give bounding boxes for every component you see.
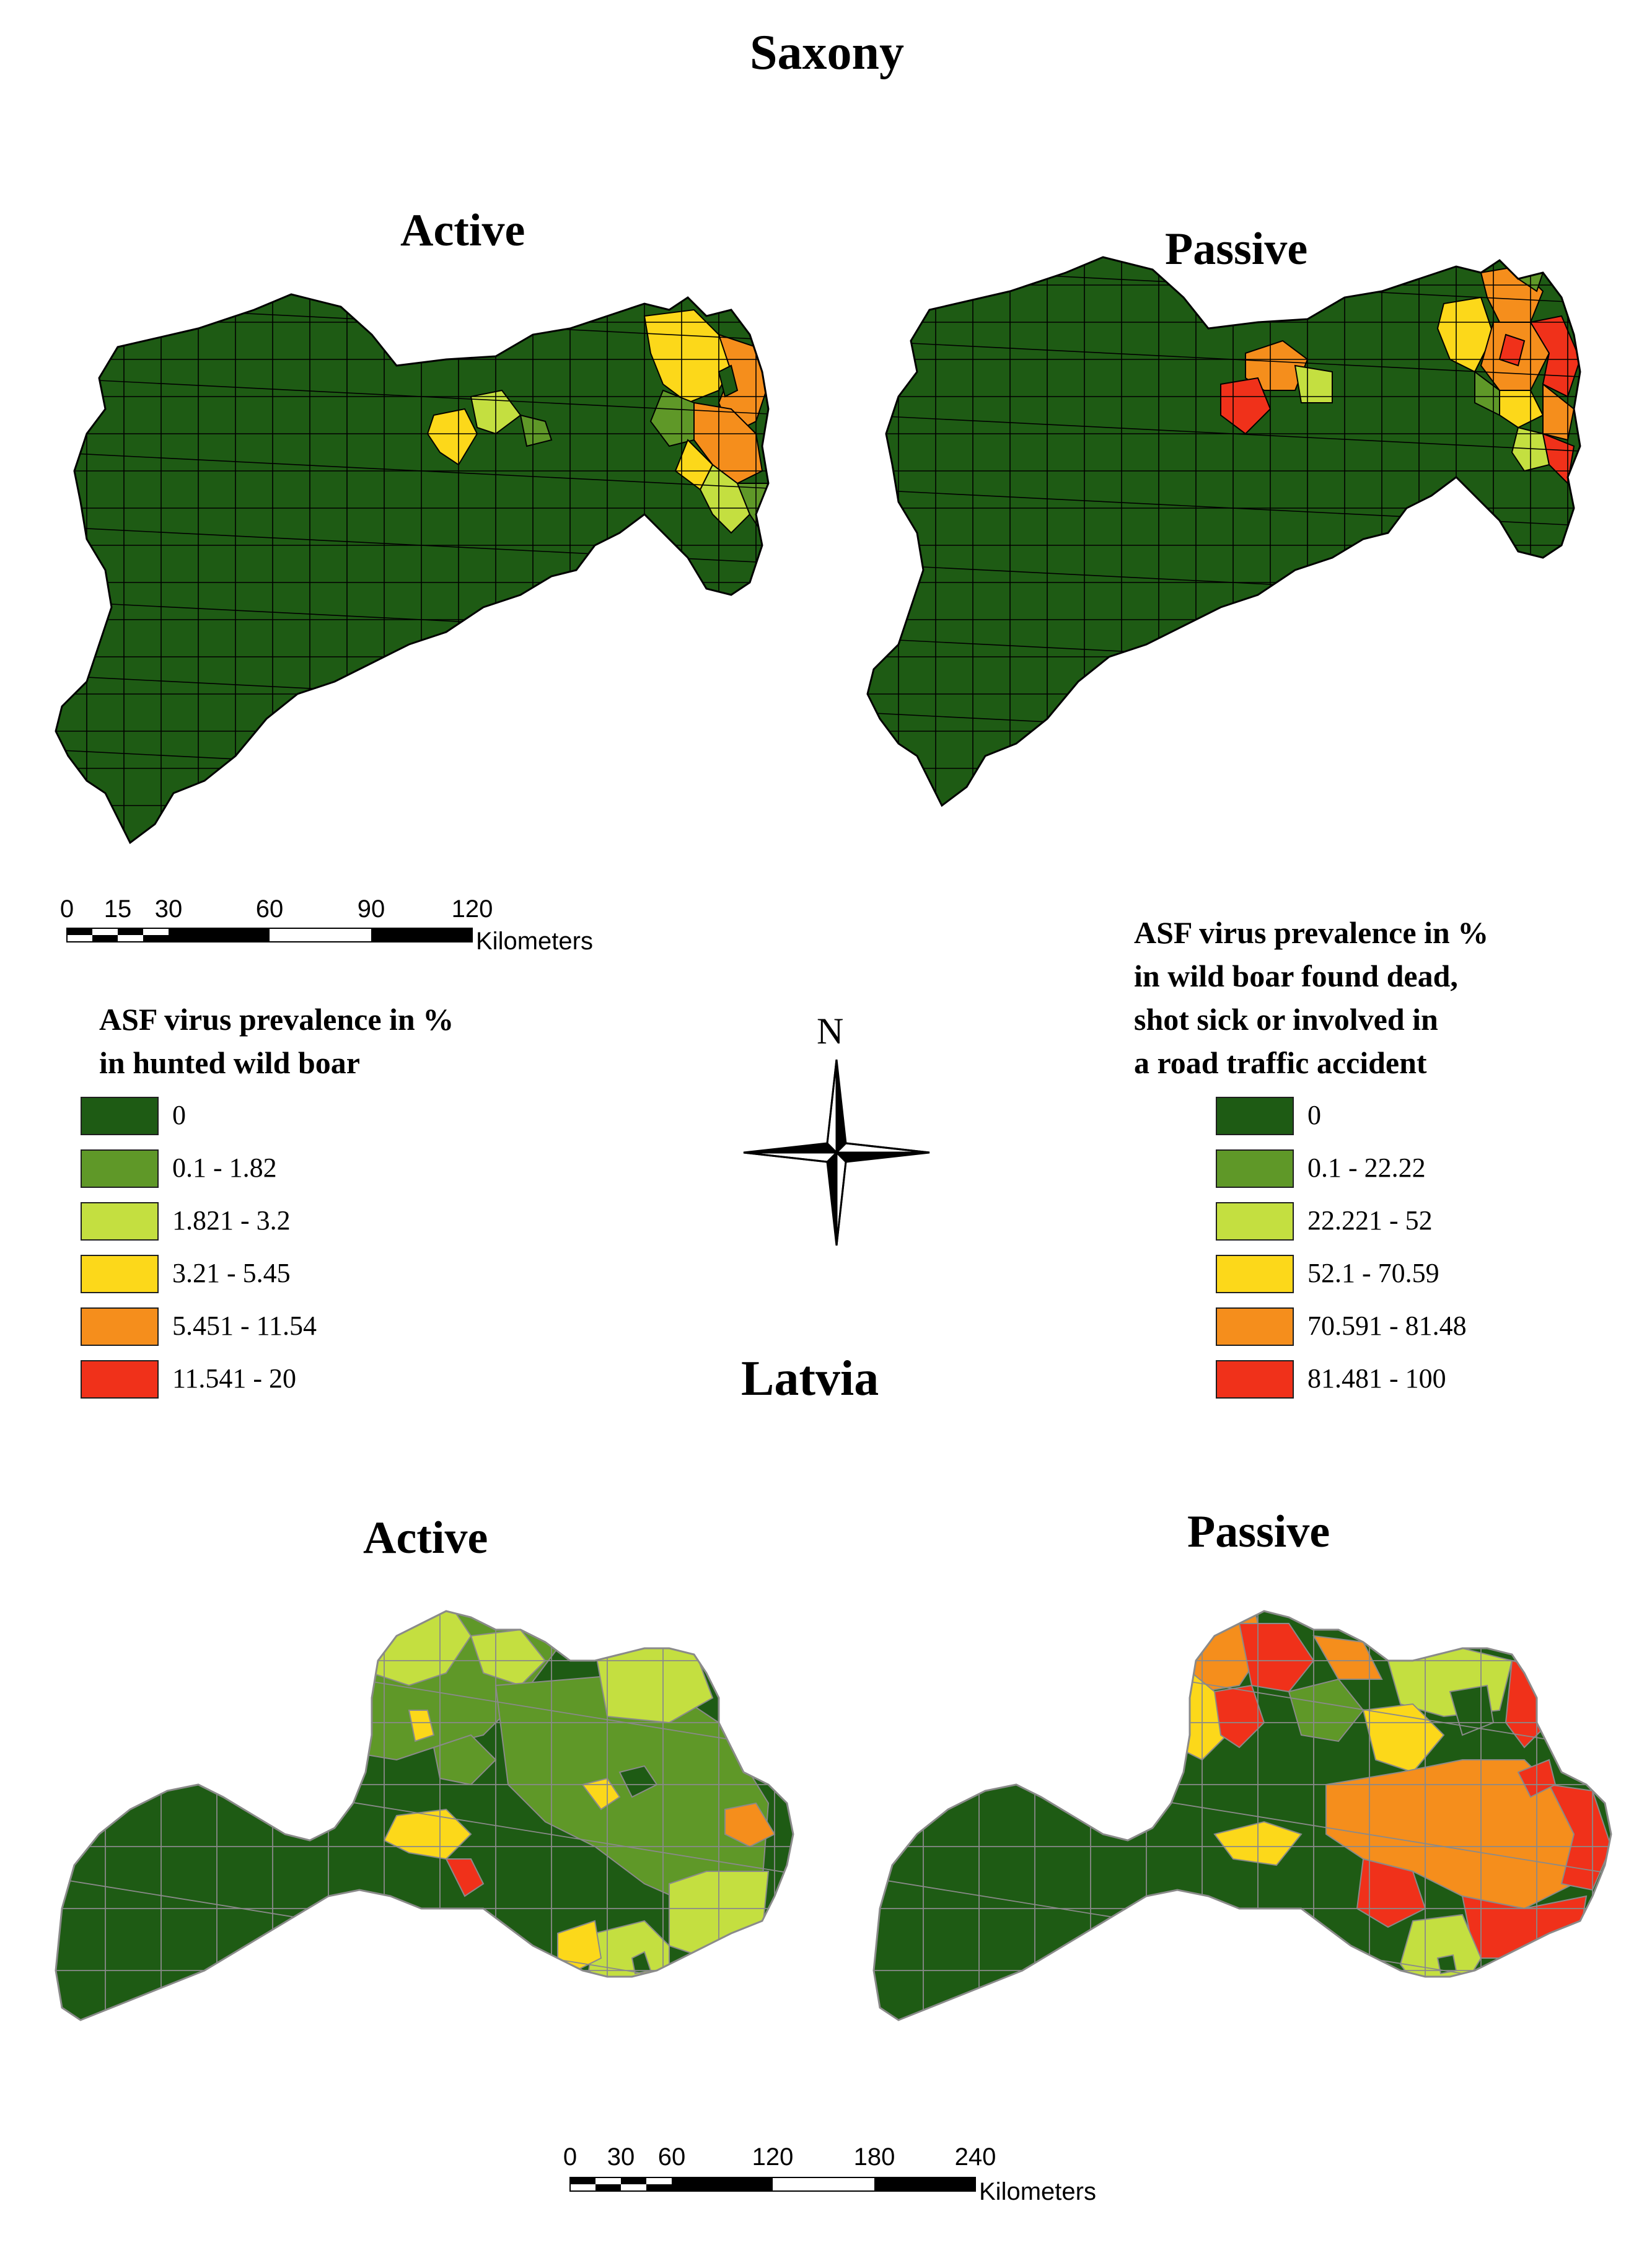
latvia-passive-region	[1356, 1858, 1426, 1928]
saxony-passive-region	[1245, 340, 1309, 391]
legend-swatch	[81, 1255, 159, 1293]
saxony-active-map	[55, 293, 770, 844]
legend-label: 11.541 - 20	[172, 1363, 297, 1394]
legend-label: 3.21 - 5.45	[172, 1258, 291, 1288]
legend-active-title-line1: ASF virus prevalence in %	[99, 1002, 454, 1037]
saxony-passive-label: Passive	[1165, 224, 1308, 275]
scale-unit-label: Kilometers	[476, 928, 593, 955]
legend-label: 1.821 - 3.2	[172, 1205, 291, 1236]
legend-label: 0.1 - 22.22	[1307, 1153, 1426, 1183]
saxony-active-region	[674, 439, 714, 491]
saxony-active-region	[519, 414, 553, 447]
latvia-active-region	[470, 1628, 547, 1687]
latvia-active-region	[433, 1734, 497, 1786]
legend-swatch	[1216, 1097, 1294, 1135]
saxony-active-label: Active	[400, 205, 525, 256]
legend-passive-title-line2: in wild boar found dead,	[1134, 959, 1458, 993]
latvia-active-map	[55, 1610, 794, 2021]
scale-tick-label: 0	[563, 2143, 577, 2171]
latvia-passive-region	[1213, 1684, 1265, 1749]
saxony-active-region	[718, 364, 739, 398]
legend-swatch	[81, 1307, 159, 1346]
legend-label: 52.1 - 70.59	[1307, 1258, 1439, 1288]
legend-swatch	[1216, 1307, 1294, 1346]
north-label: N	[817, 1011, 844, 1052]
scale-tick-label: 120	[452, 895, 493, 923]
latvia-active-region	[724, 1802, 776, 1848]
legend-passive-title-line1: ASF virus prevalence in %	[1134, 915, 1489, 950]
legend-passive-title-line3: shot sick or involved in	[1134, 1002, 1438, 1037]
scale-unit-label: Kilometers	[979, 2178, 1096, 2205]
scale-tick-label: 60	[256, 895, 284, 923]
scale-tick-label: 180	[854, 2143, 895, 2171]
latvia-active-region	[445, 1858, 485, 1897]
scale-tick-label: 240	[955, 2143, 996, 2171]
latvia-passive-region	[1288, 1678, 1364, 1742]
scale-tick-label: 15	[104, 895, 132, 923]
latvia-passive-region	[1362, 1703, 1445, 1773]
scale-tick-label: 0	[60, 895, 74, 923]
legend-active-title-line2: in hunted wild boar	[99, 1045, 360, 1080]
saxony-active-region	[693, 402, 763, 485]
legend-swatch	[81, 1360, 159, 1399]
legend-passive-title-line4: a road traffic accident	[1134, 1045, 1427, 1080]
scale-tick-label: 120	[752, 2143, 794, 2171]
north-arrow-icon	[743, 1059, 930, 1246]
legend-label: 70.591 - 81.48	[1307, 1311, 1467, 1341]
scale-tick-label: 30	[155, 895, 183, 923]
scale-tick-label: 90	[358, 895, 385, 923]
saxony-passive-region	[1498, 333, 1526, 367]
legend-swatch	[1216, 1149, 1294, 1188]
legend-label: 81.481 - 100	[1307, 1363, 1446, 1394]
legend-label: 0	[1307, 1100, 1321, 1130]
legend-label: 22.221 - 52	[1307, 1205, 1433, 1236]
latvia-passive-label: Passive	[1187, 1506, 1330, 1557]
legend-swatch	[81, 1149, 159, 1188]
latvia-passive-region	[1312, 1635, 1383, 1680]
latvia-active-label: Active	[363, 1513, 488, 1563]
saxony-passive-map	[866, 256, 1581, 807]
latvia-title: Latvia	[741, 1351, 879, 1406]
legend-swatch	[1216, 1255, 1294, 1293]
saxony-scale-bar: 0 15 30 60 90 120 Kilometers	[60, 895, 593, 955]
scale-tick-label: 60	[658, 2143, 686, 2171]
legend-swatch	[81, 1097, 159, 1135]
saxony-passive-region	[1294, 364, 1333, 403]
legend-label: 0.1 - 1.82	[172, 1153, 277, 1183]
latvia-passive-map	[872, 1610, 1612, 2021]
saxony-title: Saxony	[750, 25, 904, 80]
latvia-active-region	[581, 1777, 621, 1811]
latvia-scale-bar: 0 30 60 120 180 240 Kilometers	[563, 2143, 1096, 2205]
scale-tick-label: 30	[607, 2143, 635, 2171]
legend-label: 5.451 - 11.54	[172, 1311, 317, 1341]
legend-label: 0	[172, 1100, 186, 1130]
latvia-active-region	[408, 1710, 435, 1742]
legend-swatch	[1216, 1360, 1294, 1399]
legend-swatch	[81, 1202, 159, 1241]
legend-swatch	[1216, 1202, 1294, 1241]
